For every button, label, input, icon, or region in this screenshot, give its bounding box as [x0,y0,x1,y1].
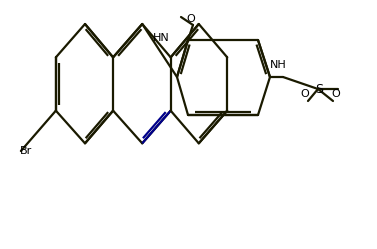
Text: S: S [315,82,323,96]
Text: O: O [332,89,340,99]
Text: NH: NH [270,60,287,70]
Text: HN: HN [153,33,170,43]
Text: Br: Br [20,146,32,156]
Text: O: O [300,89,310,99]
Text: O: O [187,14,195,24]
